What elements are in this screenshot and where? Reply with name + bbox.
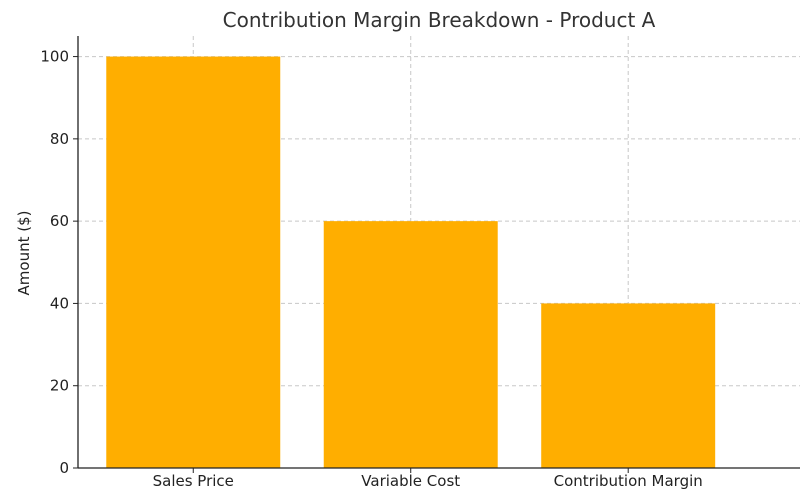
bar <box>541 303 716 468</box>
chart-title: Contribution Margin Breakdown - Product … <box>223 8 656 32</box>
y-tick-label: 0 <box>59 459 69 477</box>
y-tick-label: 20 <box>50 377 69 395</box>
bar <box>323 221 498 468</box>
y-tick-label: 60 <box>50 212 69 230</box>
x-tick-label: Sales Price <box>153 472 234 490</box>
y-tick-label: 40 <box>50 294 69 312</box>
bar-layer <box>106 56 716 468</box>
x-tick-label: Contribution Margin <box>554 472 703 490</box>
bar <box>106 56 281 468</box>
axis-layer: 0 20 40 60 80 100 Sales Price Variable Cost Cont… <box>40 36 800 490</box>
y-tick-label: 100 <box>40 48 69 66</box>
y-axis-label: Amount ($) <box>15 211 33 296</box>
y-tick-label: 80 <box>50 130 69 148</box>
x-tick-label: Variable Cost <box>361 472 460 490</box>
